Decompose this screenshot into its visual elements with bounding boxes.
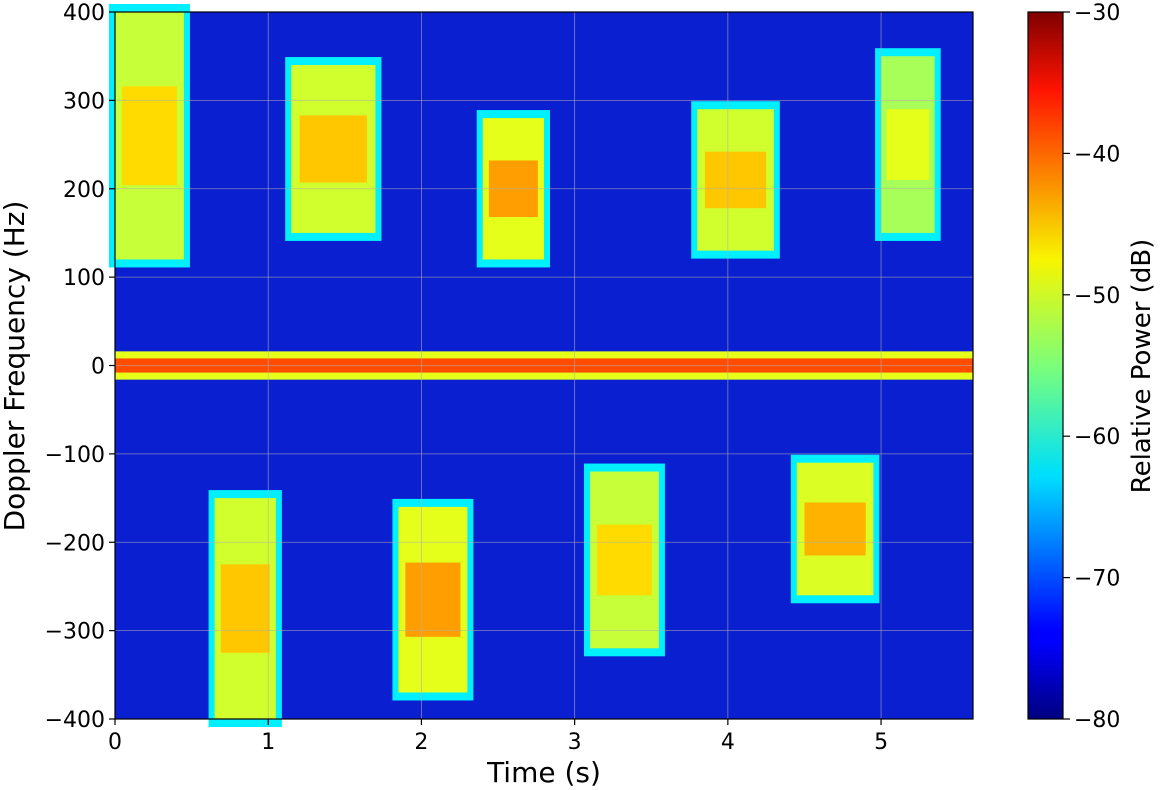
colorbar-tick-label: −40 <box>1074 142 1120 167</box>
colorbar-tick-label: −70 <box>1074 567 1120 592</box>
x-tick-label: 1 <box>261 730 275 755</box>
y-tick-label: 400 <box>63 1 105 26</box>
y-tick-label: −200 <box>45 531 105 556</box>
colorbar-tick-label: −30 <box>1074 1 1120 26</box>
colorbar: −80 −70 −60 −50 −40 −30 Relative Power (dB) <box>1027 1 1157 733</box>
burst-4 <box>392 498 474 701</box>
burst-6 <box>583 463 665 657</box>
y-tick-label: −300 <box>45 620 105 645</box>
y-tick-label: 300 <box>63 89 105 114</box>
x-tick-label: 5 <box>874 730 888 755</box>
x-axis: 0 1 2 3 4 5 <box>108 719 888 755</box>
burst-8 <box>790 454 880 604</box>
colorbar-gradient <box>1027 11 1064 720</box>
x-tick-label: 3 <box>568 730 582 755</box>
x-tick-label: 0 <box>108 730 122 755</box>
colorbar-tick-label: −50 <box>1074 284 1120 309</box>
spectrogram-plot-area <box>109 4 974 727</box>
burst-3 <box>285 57 382 241</box>
y-axis: −400 −300 −200 −100 0 100 200 300 400 <box>45 1 115 733</box>
y-tick-label: −400 <box>45 708 105 733</box>
y-tick-label: 0 <box>91 355 105 380</box>
y-tick-label: −100 <box>45 443 105 468</box>
colorbar-label: Relative Power (dB) <box>1127 239 1157 494</box>
burst-9 <box>875 48 941 241</box>
burst-core <box>804 502 866 556</box>
burst-core <box>121 86 178 186</box>
burst-core <box>704 151 767 209</box>
colorbar-ticks: −80 −70 −60 −50 −40 −30 <box>1063 1 1120 733</box>
colorbar-tick-label: −60 <box>1074 425 1120 450</box>
burst-7 <box>691 101 780 259</box>
y-axis-label: Doppler Frequency (Hz) <box>0 201 31 532</box>
burst-1 <box>109 4 190 268</box>
x-tick-label: 2 <box>414 730 428 755</box>
y-tick-label: 100 <box>63 266 105 291</box>
burst-core <box>596 524 653 596</box>
colorbar-tick-label: −80 <box>1074 708 1120 733</box>
burst-core <box>886 109 930 180</box>
bursts-layer <box>109 4 941 727</box>
x-axis-label: Time (s) <box>486 756 601 789</box>
burst-core <box>220 564 270 653</box>
x-tick-label: 4 <box>721 730 735 755</box>
y-tick-label: 200 <box>63 178 105 203</box>
burst-2 <box>208 490 282 727</box>
burst-core <box>405 562 461 637</box>
burst-core <box>299 115 368 183</box>
